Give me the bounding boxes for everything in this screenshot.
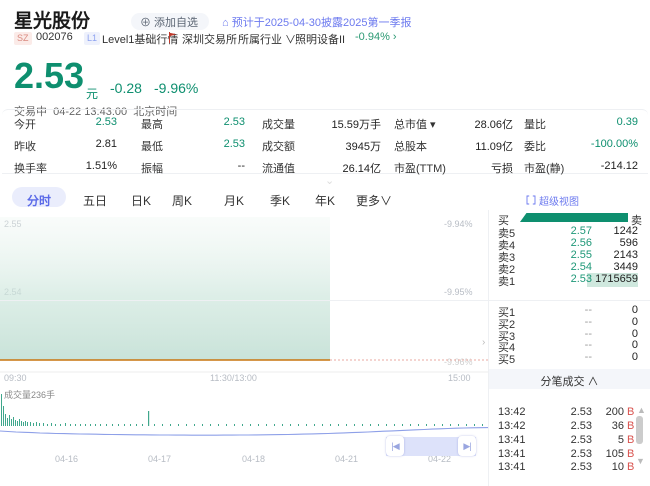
svg-text:-9.96%: -9.96%: [444, 357, 473, 367]
svg-text:-9.95%: -9.95%: [444, 287, 473, 297]
svg-text:-9.94%: -9.94%: [444, 219, 473, 229]
